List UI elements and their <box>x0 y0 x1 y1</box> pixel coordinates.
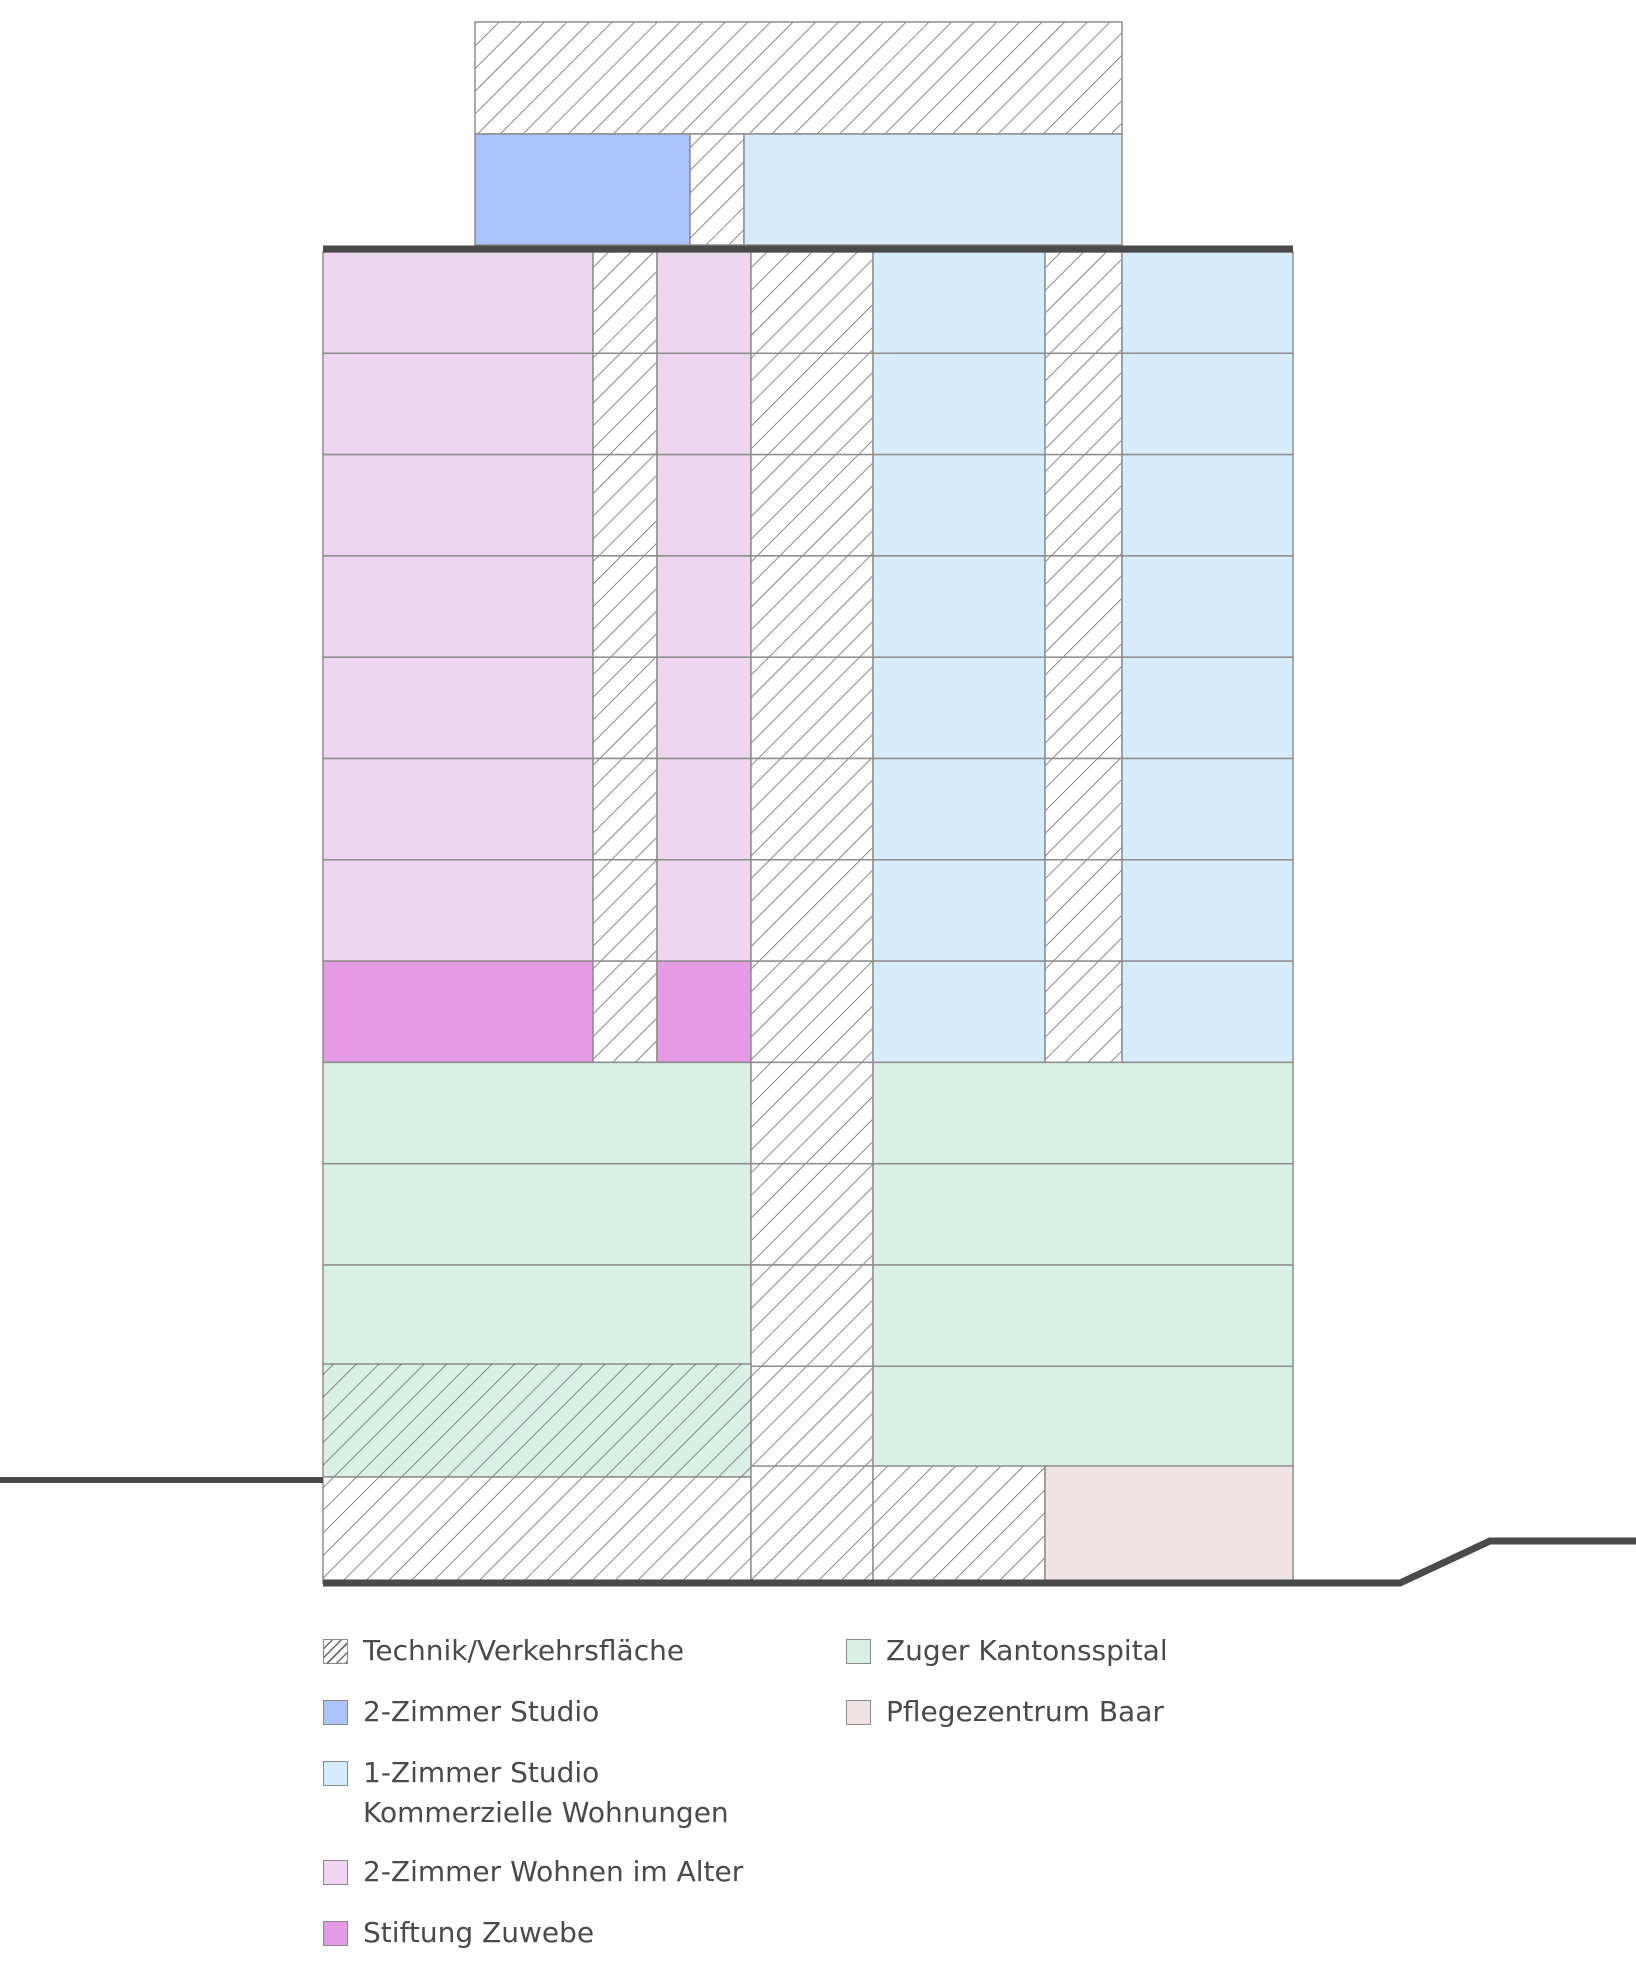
shaft <box>592 555 658 658</box>
shaft <box>1044 555 1123 658</box>
kantonsspital-wing-left <box>322 1264 752 1368</box>
senior-living-unit <box>322 656 594 760</box>
residential-floor <box>322 251 1294 355</box>
shaft <box>592 251 658 355</box>
one-room-studio-unit <box>1121 453 1294 557</box>
one-room-studio-unit <box>1121 859 1294 962</box>
core <box>750 1061 874 1165</box>
hospital-floor <box>322 1162 1294 1266</box>
penthouse-stair-core <box>689 133 745 246</box>
kantonsspital-wing-left <box>322 1162 752 1266</box>
shaft <box>1044 453 1123 557</box>
kantonsspital-wing-right <box>872 1365 1294 1469</box>
core <box>750 1162 874 1266</box>
one-room-studio-unit <box>1121 757 1294 861</box>
core <box>750 960 874 1064</box>
senior-living-unit-small <box>656 251 752 355</box>
base-core <box>750 1465 874 1584</box>
core <box>750 859 874 962</box>
hospital-floor <box>322 1061 1294 1165</box>
residential-floor <box>322 656 1294 760</box>
senior-living-unit-small <box>656 757 752 861</box>
penthouse-roof-technik <box>474 21 1123 135</box>
senior-living-unit <box>322 251 594 355</box>
base-floor <box>322 1363 1294 1584</box>
one-room-studio-unit <box>872 960 1046 1064</box>
core <box>750 1365 874 1469</box>
core <box>750 352 874 456</box>
senior-living-unit-small <box>656 656 752 760</box>
one-room-studio-unit <box>872 859 1046 962</box>
hospital-floor <box>322 1264 1294 1368</box>
base-pflegezentrum <box>1044 1465 1294 1584</box>
base-technik-middle <box>872 1465 1046 1584</box>
shaft <box>592 960 658 1064</box>
shaft <box>592 352 658 456</box>
core <box>750 555 874 658</box>
one-room-studio-unit <box>872 656 1046 760</box>
residential-floor <box>322 453 1294 557</box>
one-room-studio-unit <box>1121 555 1294 658</box>
one-room-studio-unit <box>872 555 1046 658</box>
shaft <box>1044 960 1123 1064</box>
residential-floor <box>322 859 1294 962</box>
core <box>750 453 874 557</box>
core <box>750 757 874 861</box>
senior-living-unit-small <box>656 453 752 557</box>
senior-living-unit <box>322 757 594 861</box>
shaft <box>1044 251 1123 355</box>
senior-living-unit-small <box>656 960 752 1064</box>
one-room-studio-unit <box>872 453 1046 557</box>
senior-living-unit-small <box>656 352 752 456</box>
senior-living-unit <box>322 960 594 1064</box>
core <box>750 1264 874 1368</box>
one-room-studio-unit <box>872 757 1046 861</box>
senior-living-unit <box>322 453 594 557</box>
hospital-floor <box>750 1365 1294 1469</box>
base-technik-left <box>322 1476 752 1584</box>
senior-living-unit <box>322 555 594 658</box>
senior-living-unit <box>322 352 594 456</box>
one-room-studio-unit <box>1121 960 1294 1064</box>
residential-floor <box>322 555 1294 658</box>
one-room-studio-unit <box>1121 656 1294 760</box>
residential-floor <box>322 352 1294 456</box>
terrain-right-ground <box>323 1537 1636 1587</box>
shaft <box>1044 859 1123 962</box>
residential-floors <box>322 251 1294 1064</box>
kantonsspital-wing-left <box>322 1061 752 1165</box>
shaft <box>592 757 658 861</box>
residential-floor <box>322 960 1294 1064</box>
one-room-studio-unit <box>872 352 1046 456</box>
shaft <box>592 453 658 557</box>
shaft <box>1044 757 1123 861</box>
base-hatched-green-room-hatch <box>323 1364 751 1477</box>
shaft <box>592 859 658 962</box>
senior-living-unit <box>322 859 594 962</box>
core <box>750 656 874 760</box>
shaft <box>1044 352 1123 456</box>
one-room-studio-unit <box>1121 251 1294 355</box>
kantonsspital-wing-right <box>872 1264 1294 1368</box>
kantonsspital-wing-right <box>872 1162 1294 1266</box>
one-room-studio-unit <box>1121 352 1294 456</box>
one-room-studio-unit <box>872 251 1046 355</box>
shaft <box>1044 656 1123 760</box>
structural-lines <box>0 245 1636 1587</box>
residential-floor <box>322 757 1294 861</box>
core <box>750 251 874 355</box>
penthouse-one-room-studio <box>743 133 1123 246</box>
shaft <box>592 656 658 760</box>
kantonsspital-wing-right <box>872 1061 1294 1165</box>
senior-living-unit-small <box>656 859 752 962</box>
penthouse-two-room-studio <box>474 133 691 246</box>
senior-living-unit-small <box>656 555 752 658</box>
penthouse <box>474 21 1123 246</box>
hospital-floors <box>322 1061 1294 1469</box>
